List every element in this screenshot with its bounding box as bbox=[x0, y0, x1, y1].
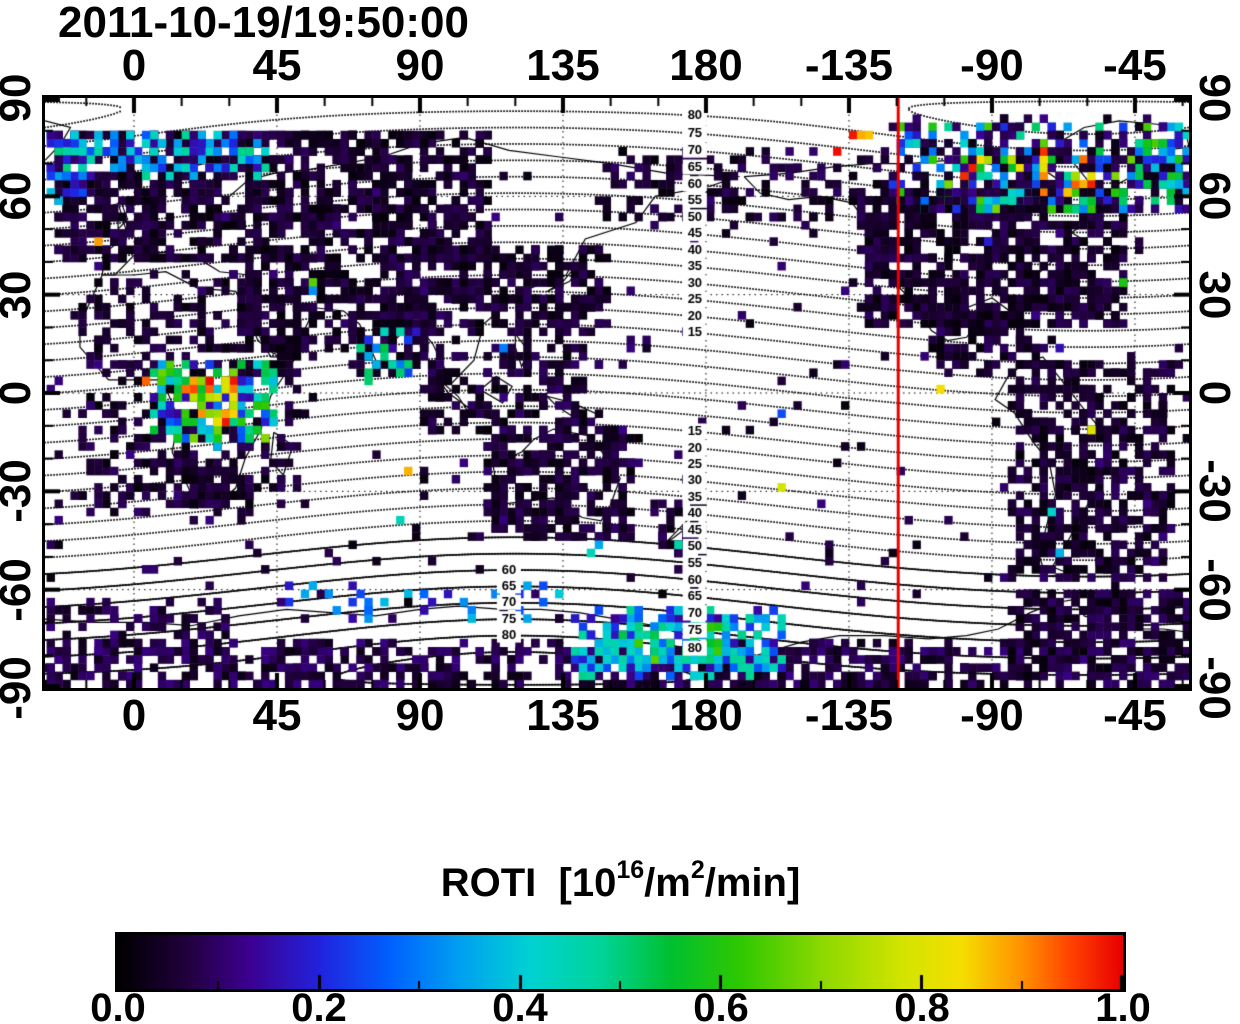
colorbar-tick-label: 0.2 bbox=[291, 986, 347, 1024]
y-tick-label-right: -60 bbox=[1190, 557, 1239, 622]
y-tick-label-right: 0 bbox=[1190, 380, 1239, 406]
y-tick-label-right: -30 bbox=[1190, 459, 1239, 524]
colorbar-unit-exp-2: 2 bbox=[690, 856, 705, 884]
colorbar-title-name: ROTI bbox=[440, 861, 537, 905]
x-tick-label-top: 45 bbox=[252, 41, 302, 90]
y-tick-label-right: 90 bbox=[1190, 73, 1239, 123]
colorbar-canvas bbox=[115, 932, 1126, 992]
y-tick-label-left: -90 bbox=[0, 656, 40, 720]
colorbar-unit-suffix: /min] bbox=[704, 861, 801, 905]
x-tick-label-top: 0 bbox=[121, 41, 147, 90]
x-tick-label-bottom: 0 bbox=[121, 691, 147, 740]
x-tick-label-top: 90 bbox=[395, 41, 445, 90]
x-tick-label-bottom: -90 bbox=[960, 691, 1024, 740]
y-tick-label-left: 90 bbox=[0, 73, 40, 123]
y-tick-label-left: 30 bbox=[0, 270, 40, 320]
x-tick-label-bottom: 45 bbox=[252, 691, 302, 740]
y-tick-label-right: 60 bbox=[1190, 171, 1239, 221]
timestamp-title: 2011-10-19/19:50:00 bbox=[58, 0, 469, 47]
colorbar-tick-label: 0.4 bbox=[492, 986, 548, 1024]
colorbar-title: ROTI [1016/m2/min] bbox=[115, 856, 1126, 906]
x-tick-label-bottom: -45 bbox=[1103, 691, 1167, 740]
x-tick-label-top: 180 bbox=[669, 41, 743, 90]
y-tick-label-left: 60 bbox=[0, 171, 40, 221]
colorbar-unit-mid: /m bbox=[644, 861, 691, 905]
y-tick-label-right: -90 bbox=[1190, 656, 1239, 720]
colorbar-unit-exp-16: 16 bbox=[616, 856, 645, 884]
x-tick-label-bottom: -135 bbox=[804, 691, 894, 740]
y-tick-label-left: 0 bbox=[0, 381, 41, 405]
colorbar-tick-label: 1.0 bbox=[1095, 986, 1151, 1024]
x-tick-label-top: 135 bbox=[526, 41, 600, 90]
x-tick-label-bottom: 135 bbox=[526, 691, 600, 740]
x-tick-label-bottom: 180 bbox=[669, 691, 743, 740]
y-tick-label-left: -60 bbox=[0, 557, 40, 622]
colorbar-tick-label: 0.6 bbox=[693, 986, 749, 1024]
x-tick-label-top: -135 bbox=[804, 41, 894, 90]
x-tick-label-top: -45 bbox=[1103, 41, 1167, 90]
y-tick-label-right: 30 bbox=[1190, 270, 1239, 320]
x-tick-label-top: -90 bbox=[960, 41, 1024, 90]
colorbar-tick-label: 0.0 bbox=[90, 986, 146, 1024]
y-tick-label-left: -30 bbox=[0, 459, 40, 524]
colorbar-tick-label: 0.8 bbox=[894, 986, 950, 1024]
colorbar-unit-prefix: [10 bbox=[558, 861, 617, 905]
x-tick-label-bottom: 90 bbox=[395, 691, 445, 740]
world-roti-map-canvas bbox=[42, 95, 1192, 691]
